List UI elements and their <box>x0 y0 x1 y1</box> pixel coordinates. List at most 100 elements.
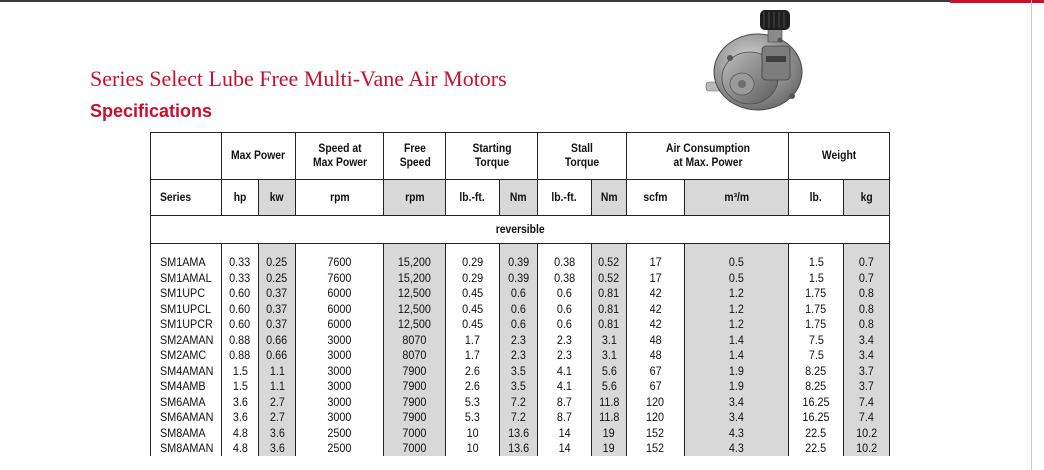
group-header-row: Max Power Speed at Max Power Free Speed … <box>150 132 890 180</box>
cell-lb: 7.5 <box>788 332 844 348</box>
unit-header-label: lb.-ft. <box>551 191 578 204</box>
cell-kw: 2.7 <box>258 409 296 425</box>
cell-value: 0.6 <box>510 301 527 316</box>
spacer-cell <box>295 243 384 255</box>
cell-value: 6000 <box>327 301 352 316</box>
cell-value: 42 <box>649 317 662 332</box>
unit-header-label: rpm <box>404 191 425 204</box>
page-title: Series Select Lube Free Multi-Vane Air M… <box>90 66 507 91</box>
cell-value: 7900 <box>402 363 427 378</box>
cell-series: SM1UPCR <box>150 316 222 332</box>
cell-stall-lbft: 0.38 <box>537 254 592 270</box>
cell-value: 3.6 <box>232 410 248 425</box>
cell-value: 0.60 <box>229 286 251 301</box>
cell-series: SM8AMAN <box>150 440 222 456</box>
cell-series: SM8AMA <box>150 425 222 441</box>
cell-value: 7.2 <box>510 394 527 409</box>
cell-start-nm: 2.3 <box>499 347 538 363</box>
unit-header-row: Series hp kw rpm rpm lb.-ft. Nm lb.-ft. Nm scfm m³… <box>150 179 890 216</box>
cell-value: 0.66 <box>266 348 288 363</box>
cell-lb: 1.5 <box>788 270 844 286</box>
table-row: SM6AMAN 3.6 2.7 3000 7900 5.3 7.2 8.7 11.8 120 3.4… <box>150 409 890 425</box>
cell-value: SM4AMAN <box>160 363 214 378</box>
cell-value: 67 <box>649 363 662 378</box>
unit-header-m3m: m³/m <box>684 179 789 216</box>
cell-value: 0.81 <box>598 317 620 332</box>
cell-hp: 3.6 <box>221 394 259 410</box>
cell-hp: 1.5 <box>221 363 259 379</box>
cell-stall-nm: 5.6 <box>591 363 627 379</box>
unit-header-lb: lb. <box>788 179 844 216</box>
cell-value: SM1UPC <box>160 286 206 301</box>
cell-value: 0.45 <box>461 317 484 332</box>
cell-stall-lbft: 14 <box>537 425 592 441</box>
cell-stall-nm: 11.8 <box>591 409 627 425</box>
cell-value: 48 <box>649 348 662 363</box>
cell-value: 2500 <box>327 425 352 440</box>
cell-series: SM1UPC <box>150 285 222 301</box>
cell-hp: 0.60 <box>221 301 259 317</box>
cell-value: SM4AMB <box>160 379 206 394</box>
cell-value: 0.25 <box>266 255 288 270</box>
unit-header-label: kw <box>270 191 284 204</box>
cell-value: 22.5 <box>805 441 827 456</box>
header-starting-torque: Starting Torque <box>471 143 512 169</box>
cell-value: 8.7 <box>556 394 573 409</box>
cell-speed-rpm: 6000 <box>295 316 384 332</box>
cell-kw: 3.6 <box>258 425 296 441</box>
cell-start-lbft: 10 <box>445 425 500 441</box>
cell-value: 5.6 <box>601 379 617 394</box>
cell-hp: 0.60 <box>221 316 259 332</box>
cell-m3m: 1.4 <box>684 332 789 348</box>
cell-start-nm: 0.6 <box>499 316 538 332</box>
cell-value: 7900 <box>402 410 427 425</box>
cell-value: 3.4 <box>728 394 745 409</box>
cell-value: 2.7 <box>269 394 285 409</box>
data-rows: SM1AMA 0.33 0.25 7600 15,200 0.29 0.39 0.38 0.52… <box>150 254 890 456</box>
cell-speed-rpm: 3000 <box>295 409 384 425</box>
cell-value: 1.1 <box>269 379 285 394</box>
unit-header-stall-lbft: lb.-ft. <box>537 179 592 216</box>
cell-stall-nm: 5.6 <box>591 378 627 394</box>
cell-value: 3.1 <box>601 348 617 363</box>
cell-value: 3.1 <box>601 332 617 347</box>
air-motor-photo <box>705 10 803 111</box>
cell-value: 15,200 <box>397 270 432 285</box>
cell-value: 7.5 <box>808 348 824 363</box>
cell-value: 0.8 <box>858 286 875 301</box>
spacer-cell <box>445 243 500 255</box>
cell-free-rpm: 7900 <box>383 409 446 425</box>
cell-hp: 4.8 <box>221 440 259 456</box>
top-rule <box>0 0 1044 2</box>
cell-kg: 0.7 <box>843 270 890 286</box>
cell-value: 10.2 <box>855 425 878 440</box>
cell-value: 3000 <box>327 379 352 394</box>
cell-value: 17 <box>649 255 662 270</box>
unit-header-label: Series <box>160 191 192 204</box>
cell-scfm: 67 <box>626 363 685 379</box>
cell-value: 152 <box>646 425 665 440</box>
cell-value: 19 <box>602 441 616 456</box>
cell-kg: 3.4 <box>843 347 890 363</box>
unit-header-label: lb. <box>809 191 823 204</box>
cell-value: 48 <box>649 332 662 347</box>
cell-scfm: 17 <box>626 270 685 286</box>
cell-kw: 0.37 <box>258 301 296 317</box>
cell-scfm: 120 <box>626 409 685 425</box>
cell-kw: 0.37 <box>258 285 296 301</box>
cell-value: 0.38 <box>553 270 576 285</box>
cell-speed-rpm: 3000 <box>295 332 384 348</box>
cell-value: 0.39 <box>507 255 530 270</box>
cell-value: 8.7 <box>556 410 573 425</box>
cell-scfm: 42 <box>626 316 685 332</box>
cell-start-lbft: 5.3 <box>445 394 500 410</box>
cell-value: 12,500 <box>397 301 432 316</box>
cell-value: 7.2 <box>510 410 527 425</box>
cell-value: 0.45 <box>461 301 484 316</box>
cell-stall-lbft: 14 <box>537 440 592 456</box>
cell-value: 0.88 <box>229 348 251 363</box>
cell-kg: 0.8 <box>843 285 890 301</box>
cell-value: 0.29 <box>461 270 484 285</box>
cell-hp: 0.88 <box>221 347 259 363</box>
cell-stall-lbft: 0.6 <box>537 285 592 301</box>
